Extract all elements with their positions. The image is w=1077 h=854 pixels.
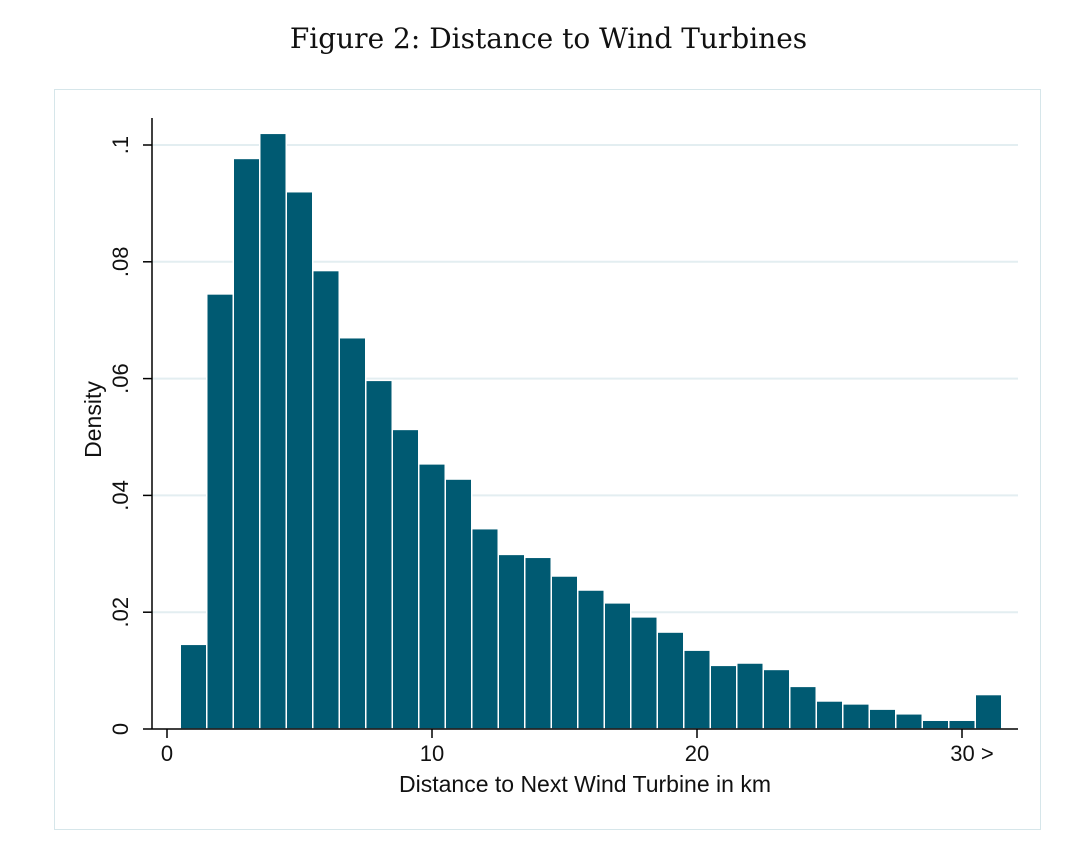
y-tick-label: .04 [108,480,133,511]
histogram-bar [179,643,208,730]
histogram-bar [974,693,1003,730]
histogram-bar [497,553,526,730]
histogram-bar [524,556,552,730]
x-tick-label: 30 > [950,741,993,766]
histogram-bar [550,575,579,730]
histogram-bar [842,703,870,730]
x-tick-label: 0 [161,741,173,766]
histogram-bar [471,527,499,730]
x-axis-ticks: 0 10 20 30 > [161,729,994,766]
histogram-bar [418,463,446,730]
histogram-bar [232,157,261,730]
histogram-bar [259,132,287,730]
axes [151,118,1018,730]
histogram-bar [285,190,314,730]
histogram-bar [206,293,234,730]
x-axis-title: Distance to Next Wind Turbine in km [399,771,771,797]
histogram-bar [762,668,791,730]
histogram-bar [312,269,340,730]
histogram-bar [365,379,393,730]
histogram-bar [789,685,817,730]
histogram-bar [921,719,950,730]
histogram-bar [656,631,685,730]
histogram-bar [444,478,473,730]
histogram-bars [179,132,1003,730]
x-tick-label: 10 [420,741,444,766]
histogram-bar [603,602,632,730]
y-tick-label: .02 [108,597,133,628]
histogram-bar [630,616,658,730]
histogram-bar [736,662,764,730]
histogram-bar [895,713,923,730]
histogram-bar [683,649,711,730]
y-tick-label: .1 [108,136,133,154]
histogram-bar [948,719,976,730]
histogram-bar [577,589,605,730]
y-axis-ticks: 0 .02 .04 .06 .08 .1 [108,136,152,735]
y-tick-label: 0 [108,723,133,735]
y-axis-title: Density [80,381,106,458]
x-tick-label: 20 [685,741,709,766]
histogram-bar [709,664,738,730]
histogram-bar [815,700,844,730]
y-tick-label: .08 [108,247,133,278]
histogram-bar [338,336,367,730]
y-tick-label: .06 [108,363,133,394]
histogram-bar [868,708,897,730]
histogram-bar [391,428,420,730]
plot-frame [54,89,1041,830]
figure-title: Figure 2: Distance to Wind Turbines [289,22,808,55]
